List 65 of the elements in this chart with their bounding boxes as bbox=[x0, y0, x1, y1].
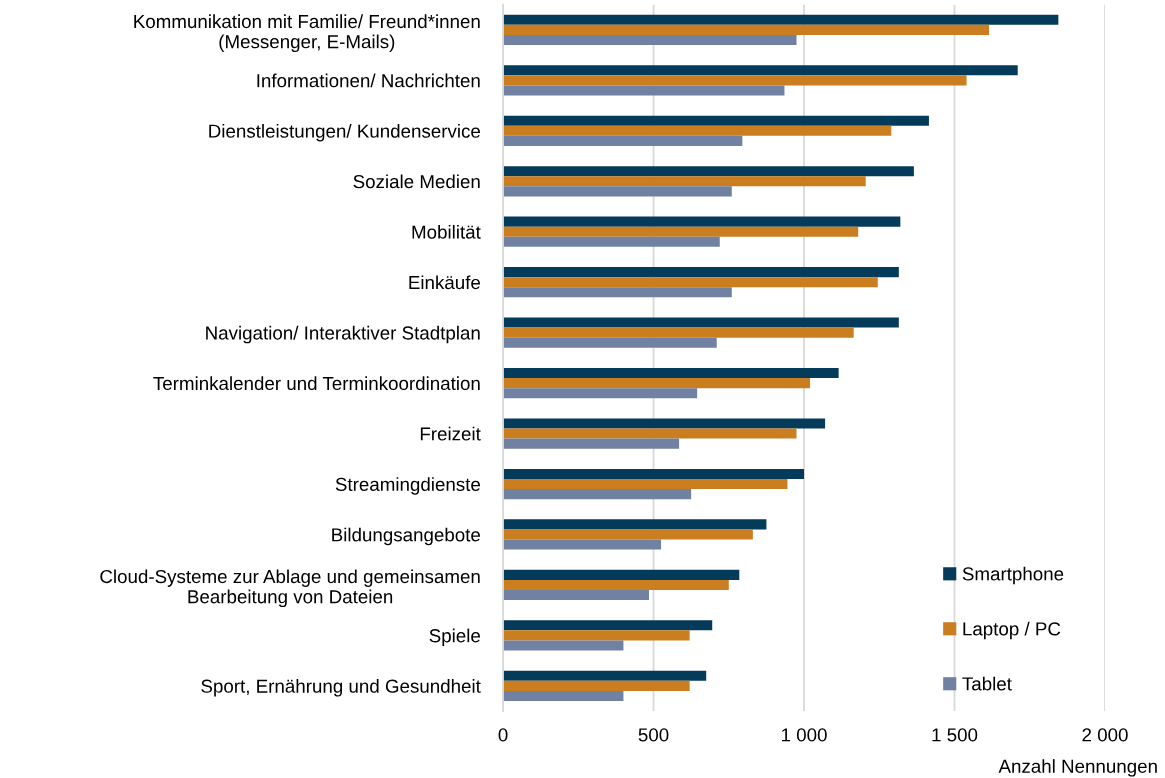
bar bbox=[503, 14, 1059, 25]
legend-label: Tablet bbox=[962, 676, 1012, 691]
bar bbox=[503, 367, 839, 379]
bar bbox=[503, 438, 680, 449]
bar bbox=[503, 166, 914, 177]
bar bbox=[503, 569, 740, 580]
x-tick-label: 2 000 bbox=[1082, 728, 1128, 742]
bar bbox=[503, 176, 866, 187]
bar bbox=[503, 186, 732, 197]
bar bbox=[503, 680, 690, 691]
bar bbox=[503, 620, 713, 631]
y-tick-label: Mobilität bbox=[412, 224, 481, 239]
bar bbox=[503, 125, 892, 136]
legend-label: Laptop / PC bbox=[963, 621, 1061, 640]
bar bbox=[503, 388, 698, 399]
bar bbox=[503, 115, 929, 126]
bar bbox=[503, 489, 692, 500]
bar bbox=[503, 65, 1018, 76]
bar bbox=[503, 317, 899, 328]
bar bbox=[503, 640, 624, 651]
bar bbox=[503, 327, 854, 338]
y-tick-label: Einkäufe bbox=[409, 275, 480, 290]
bar bbox=[503, 135, 743, 146]
bar bbox=[503, 468, 805, 479]
y-tick-label: Bildungsangebote bbox=[332, 527, 480, 546]
y-tick-label: Soziale Medien bbox=[353, 174, 480, 189]
bar bbox=[503, 24, 990, 35]
y-tick-label: Navigation/ Interaktiver Stadtplan bbox=[206, 325, 480, 344]
bar bbox=[503, 630, 690, 641]
bar bbox=[503, 589, 650, 601]
bar bbox=[503, 337, 717, 348]
bar bbox=[503, 519, 767, 530]
legend-label: Smartphone bbox=[962, 566, 1064, 585]
bar bbox=[503, 539, 662, 550]
y-tick-label: Spiele bbox=[429, 628, 480, 647]
x-tick-label: 1 000 bbox=[782, 728, 827, 742]
x-axis-title: Anzahl Nennungen bbox=[998, 759, 1157, 777]
bar bbox=[503, 579, 729, 590]
bar bbox=[503, 378, 811, 389]
bar bbox=[503, 690, 624, 701]
x-tick-label: 500 bbox=[638, 728, 669, 742]
bar bbox=[503, 85, 785, 96]
bar bbox=[503, 287, 732, 298]
bar bbox=[503, 418, 826, 429]
y-tick-label: Streamingdienste bbox=[335, 477, 480, 495]
bar bbox=[503, 267, 899, 278]
x-tick-label: 0 bbox=[498, 728, 508, 742]
y-tick-label: Kommunikation mit Familie/ Freund*innen (Messenger, E-Mails) bbox=[134, 14, 480, 53]
y-tick-label: Dienstleistungen/ Kundenservice bbox=[209, 124, 481, 142]
bar bbox=[503, 34, 797, 46]
bar bbox=[503, 529, 753, 540]
bar bbox=[503, 277, 878, 288]
y-tick-label: Cloud-Systeme zur Ablage und gemeinsamen Bearbeitung von Dateien bbox=[100, 569, 480, 608]
bar bbox=[503, 75, 967, 86]
bar bbox=[503, 216, 901, 227]
x-tick-label: 1 500 bbox=[932, 728, 978, 742]
y-tick-label: Freizeit bbox=[420, 426, 481, 441]
bar bbox=[503, 226, 859, 237]
y-tick-label: Informationen/ Nachrichten bbox=[257, 73, 480, 88]
bar bbox=[503, 478, 788, 490]
y-tick-label: Terminkalender und Terminkoordination bbox=[153, 376, 480, 391]
bar bbox=[503, 428, 797, 439]
y-tick-label: Sport, Ernährung und Gesundheit bbox=[201, 679, 481, 697]
bar bbox=[503, 670, 707, 681]
bar bbox=[503, 236, 720, 247]
